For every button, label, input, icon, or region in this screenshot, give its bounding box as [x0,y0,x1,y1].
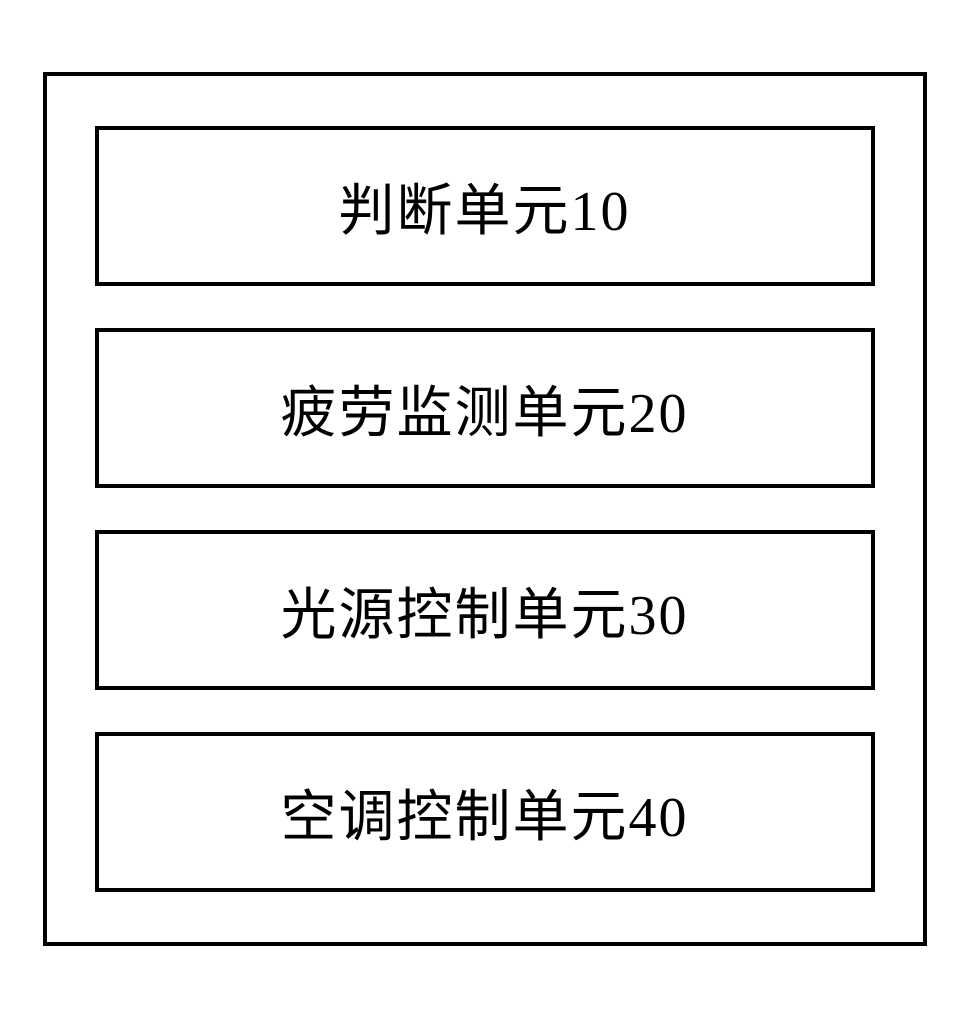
unit-label-3: 光源控制单元30 [281,570,689,651]
unit-box-3: 光源控制单元30 [95,530,875,690]
unit-label-1: 判断单元10 [339,166,631,247]
unit-box-1: 判断单元10 [95,126,875,286]
unit-label-2: 疲劳监测单元20 [281,368,689,449]
unit-box-4: 空调控制单元40 [95,732,875,892]
unit-label-4: 空调控制单元40 [281,772,689,853]
unit-box-2: 疲劳监测单元20 [95,328,875,488]
diagram-container: 判断单元10 疲劳监测单元20 光源控制单元30 空调控制单元40 [43,72,927,946]
